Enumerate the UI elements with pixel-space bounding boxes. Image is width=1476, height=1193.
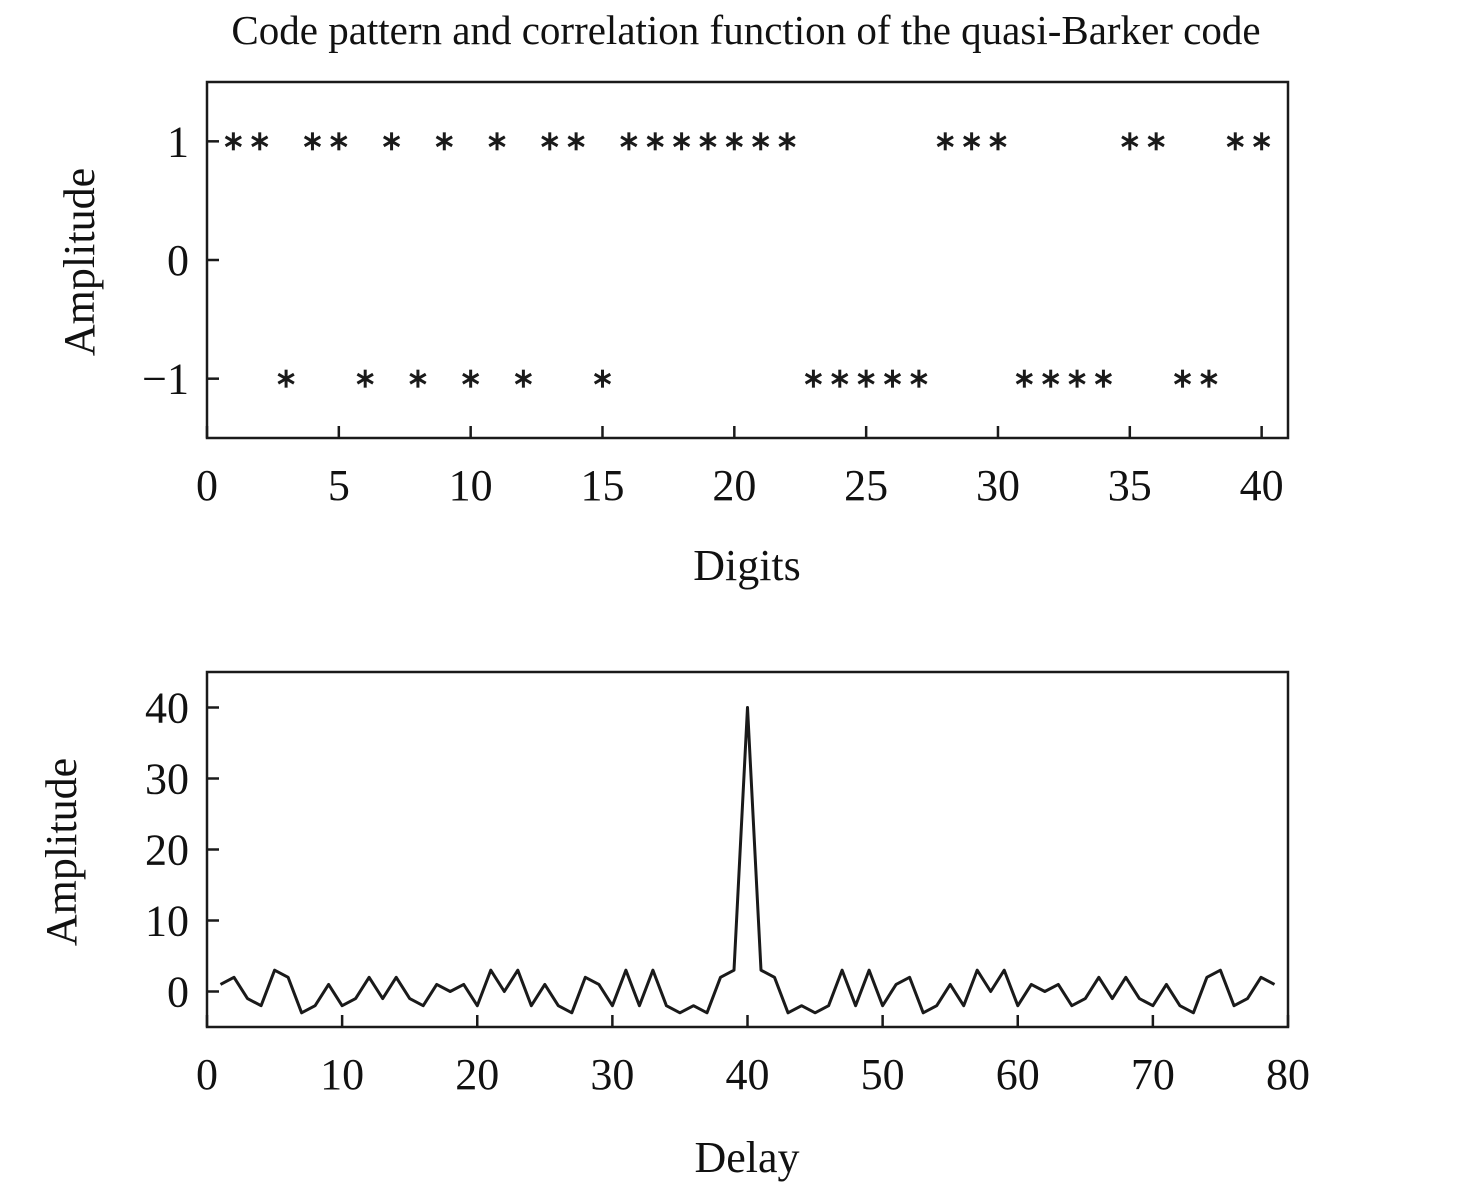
asterisk-marker	[568, 132, 584, 150]
asterisk-marker	[331, 132, 347, 150]
x-tick-label: 30	[976, 461, 1020, 510]
asterisk-marker	[1227, 132, 1243, 150]
asterisk-marker	[779, 132, 795, 150]
asterisk-marker	[885, 370, 901, 388]
x-tick-label: 30	[590, 1050, 634, 1099]
correlation-plot: 0 10 20 30 40 50 60 70 80 0 10 20 30 40 Delay Amplitu…	[37, 672, 1310, 1182]
asterisk-marker	[1122, 132, 1138, 150]
asterisk-marker	[911, 370, 927, 388]
asterisk-marker	[858, 370, 874, 388]
asterisk-marker	[542, 132, 558, 150]
asterisk-marker	[1254, 132, 1270, 150]
asterisk-marker	[1148, 132, 1164, 150]
asterisk-marker	[252, 132, 268, 150]
x-tick-label: 35	[1108, 461, 1152, 510]
asterisk-marker	[595, 370, 611, 388]
asterisk-marker	[305, 132, 321, 150]
asterisk-marker	[357, 370, 373, 388]
asterisk-marker	[832, 370, 848, 388]
x-axis-label: Digits	[693, 541, 801, 590]
x-tick-label: 70	[1131, 1050, 1175, 1099]
x-tick-label: 5	[328, 461, 350, 510]
x-tick-label: 40	[726, 1050, 770, 1099]
x-tick-label: 40	[1240, 461, 1284, 510]
asterisk-marker	[753, 132, 769, 150]
asterisk-marker	[384, 132, 400, 150]
asterisk-marker	[410, 370, 426, 388]
x-tick-label: 80	[1266, 1050, 1310, 1099]
asterisk-marker	[700, 132, 716, 150]
y-tick-label: 1	[167, 117, 189, 166]
figure-title: Code pattern and correlation function of…	[231, 7, 1260, 53]
asterisk-marker	[516, 370, 532, 388]
x-tick-label: 10	[449, 461, 493, 510]
y-tick-label: −1	[142, 355, 189, 404]
asterisk-marker	[436, 132, 452, 150]
x-axis-label: Delay	[694, 1133, 799, 1182]
asterisk-marker	[1043, 370, 1059, 388]
asterisk-marker	[806, 370, 822, 388]
y-axis-label: Amplitude	[55, 168, 104, 356]
asterisk-marker	[226, 132, 242, 150]
asterisk-marker	[1069, 370, 1085, 388]
y-tick-label: 30	[145, 755, 189, 804]
x-tick-label: 60	[996, 1050, 1040, 1099]
y-axis-label: Amplitude	[37, 758, 86, 946]
x-tick-label: 25	[844, 461, 888, 510]
code-pattern-plot: 0 5 10 15 20 25 30 35 40 −1 0 1 Digits Amplitude	[55, 82, 1288, 590]
asterisk-marker	[1096, 370, 1112, 388]
y-tick-label: 20	[145, 826, 189, 875]
asterisk-marker	[726, 132, 742, 150]
y-tick-label: 0	[167, 968, 189, 1017]
x-tick-label: 50	[861, 1050, 905, 1099]
asterisk-marker	[1017, 370, 1033, 388]
asterisk-marker	[647, 132, 663, 150]
asterisk-marker	[1175, 370, 1191, 388]
y-tick-label: 0	[167, 236, 189, 285]
asterisk-marker	[463, 370, 479, 388]
asterisk-marker	[964, 132, 980, 150]
plot-frame	[207, 82, 1288, 438]
y-tick-label: 10	[145, 897, 189, 946]
asterisk-marker	[621, 132, 637, 150]
asterisk-marker	[489, 132, 505, 150]
correlation-line	[221, 708, 1275, 1013]
x-tick-label: 0	[196, 461, 218, 510]
asterisk-marker	[278, 370, 294, 388]
asterisk-marker	[990, 132, 1006, 150]
x-tick-label: 20	[712, 461, 756, 510]
x-tick-label: 15	[580, 461, 624, 510]
asterisk-marker	[674, 132, 690, 150]
x-tick-label: 0	[196, 1050, 218, 1099]
x-tick-label: 20	[455, 1050, 499, 1099]
asterisk-marker	[937, 132, 953, 150]
asterisk-marker	[1201, 370, 1217, 388]
y-tick-label: 40	[145, 684, 189, 733]
x-tick-label: 10	[320, 1050, 364, 1099]
